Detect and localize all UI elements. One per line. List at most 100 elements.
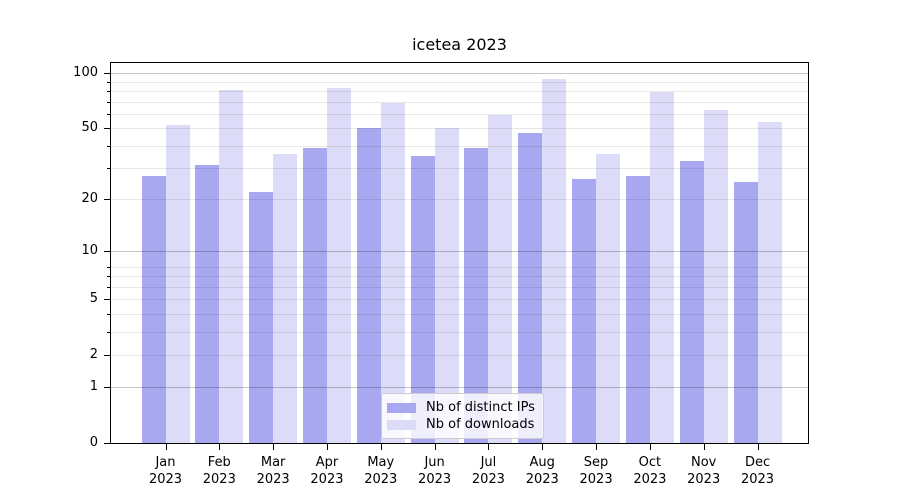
x-tick-label-year: 2023 (740, 472, 775, 487)
x-tick-label-year: 2023 (364, 472, 398, 487)
x-tick-label: Apr 2023 (295, 454, 359, 488)
y-minor-tick-mark (107, 145, 110, 147)
x-tick-label-year: 2023 (687, 472, 721, 487)
x-tick-label: Feb 2023 (187, 454, 251, 488)
x-tick-label-year: 2023 (310, 472, 344, 487)
bar-downloads-sep (596, 153, 621, 443)
y-minor-tick-mark (107, 81, 110, 83)
bar-downloads-nov (703, 109, 728, 443)
legend-label-distinct-ips: Nb of distinct IPs (426, 400, 535, 415)
y-minor-tick-mark (107, 128, 110, 130)
x-tick-label-year: 2023 (148, 472, 183, 487)
gridline-major (111, 250, 808, 252)
bar-distinct-ips-oct (625, 176, 650, 443)
legend-entry-downloads: Nb of downloads (387, 416, 537, 433)
bar-downloads-mar (273, 153, 298, 443)
bar-distinct-ips-may (356, 128, 381, 443)
x-tick-mark (488, 444, 490, 450)
y-tick-label: 20 (81, 191, 98, 207)
x-tick-label-year: 2023 (256, 472, 290, 487)
gridline-minor (111, 81, 808, 83)
y-tick-mark (104, 73, 110, 75)
x-tick-label: Jun 2023 (403, 454, 467, 488)
y-tick-label: 0 (89, 435, 98, 450)
y-tick-label: 5 (89, 291, 98, 307)
legend-swatch-downloads (387, 419, 416, 430)
gridline-minor (111, 145, 808, 147)
y-minor-tick-mark (107, 167, 110, 169)
bar-distinct-ips-nov (679, 160, 704, 443)
gridline-minor (111, 199, 808, 201)
gridline-major (111, 73, 808, 75)
bar-downloads-jan (165, 124, 190, 443)
gridline-major (111, 387, 808, 389)
y-tick-label: 100 (73, 65, 98, 81)
bar-downloads-jul (488, 115, 513, 443)
y-minor-tick-mark (107, 90, 110, 92)
gridline-minor (111, 354, 808, 356)
x-tick-label-month: Dec (744, 455, 771, 470)
y-minor-tick-mark (107, 199, 110, 201)
gridline-minor (111, 167, 808, 169)
x-tick-label-month: Sep (583, 455, 609, 470)
legend: Nb of distinct IPs Nb of downloads (381, 393, 544, 439)
gridline-minor (111, 287, 808, 289)
bar-downloads-oct (649, 91, 674, 443)
y-tick-mark (104, 387, 110, 389)
y-minor-tick-mark (107, 331, 110, 333)
x-tick-mark (165, 444, 167, 450)
bar-distinct-ips-apr (302, 147, 327, 443)
y-minor-tick-mark (107, 113, 110, 115)
x-tick-label-month: Oct (638, 455, 662, 470)
y-tick-label: 10 (81, 242, 98, 258)
x-tick-label-year: 2023 (525, 472, 559, 487)
y-minor-tick-mark (107, 276, 110, 278)
plot-area (110, 62, 809, 444)
x-tick-label-month: Apr (315, 455, 339, 470)
x-tick-label-year: 2023 (579, 472, 613, 487)
x-tick-label: Nov 2023 (672, 454, 736, 488)
x-tick-label-month: Nov (691, 455, 717, 470)
y-minor-tick-mark (107, 299, 110, 301)
x-tick-mark (273, 444, 275, 450)
x-tick-mark (542, 444, 544, 450)
x-tick-mark (326, 444, 328, 450)
x-tick-label-month: Mar (260, 455, 286, 470)
bar-distinct-ips-aug (518, 132, 543, 443)
legend-swatch-distinct-ips (387, 402, 416, 413)
x-tick-label-month: Jun (424, 455, 445, 470)
y-minor-tick-mark (107, 266, 110, 268)
x-tick-label: Dec 2023 (726, 454, 790, 488)
x-tick-label: Oct 2023 (618, 454, 682, 488)
gridline-minor (111, 314, 808, 316)
x-tick-label-month: Jan (155, 455, 176, 470)
bar-downloads-jun (434, 128, 459, 443)
x-tick-mark (219, 444, 221, 450)
bar-distinct-ips-jan (141, 176, 166, 443)
x-tick-label: May 2023 (349, 454, 413, 488)
x-tick-label-month: Jul (480, 455, 497, 470)
bar-downloads-may (380, 102, 405, 443)
x-tick-mark (649, 444, 651, 450)
x-tick-mark (596, 444, 598, 450)
gridline-minor (111, 331, 808, 333)
gridline-minor (111, 101, 808, 103)
bar-downloads-feb (219, 89, 244, 443)
x-tick-mark (380, 444, 382, 450)
x-tick-label: Aug 2023 (510, 454, 574, 488)
x-tick-label: Sep 2023 (564, 454, 628, 488)
x-tick-label-year: 2023 (633, 472, 667, 487)
gridline-minor (111, 128, 808, 130)
x-tick-mark (703, 444, 705, 450)
bar-downloads-aug (542, 79, 567, 443)
gridline-minor (111, 276, 808, 278)
x-tick-label-month: May (367, 455, 395, 470)
x-tick-label: Jan 2023 (134, 454, 198, 488)
bar-downloads-apr (326, 88, 351, 443)
gridline-minor (111, 113, 808, 115)
y-minor-tick-mark (107, 101, 110, 103)
y-tick-mark (104, 250, 110, 252)
bar-distinct-ips-dec (733, 182, 758, 443)
bar-distinct-ips-mar (249, 191, 274, 443)
x-tick-mark (434, 444, 436, 450)
